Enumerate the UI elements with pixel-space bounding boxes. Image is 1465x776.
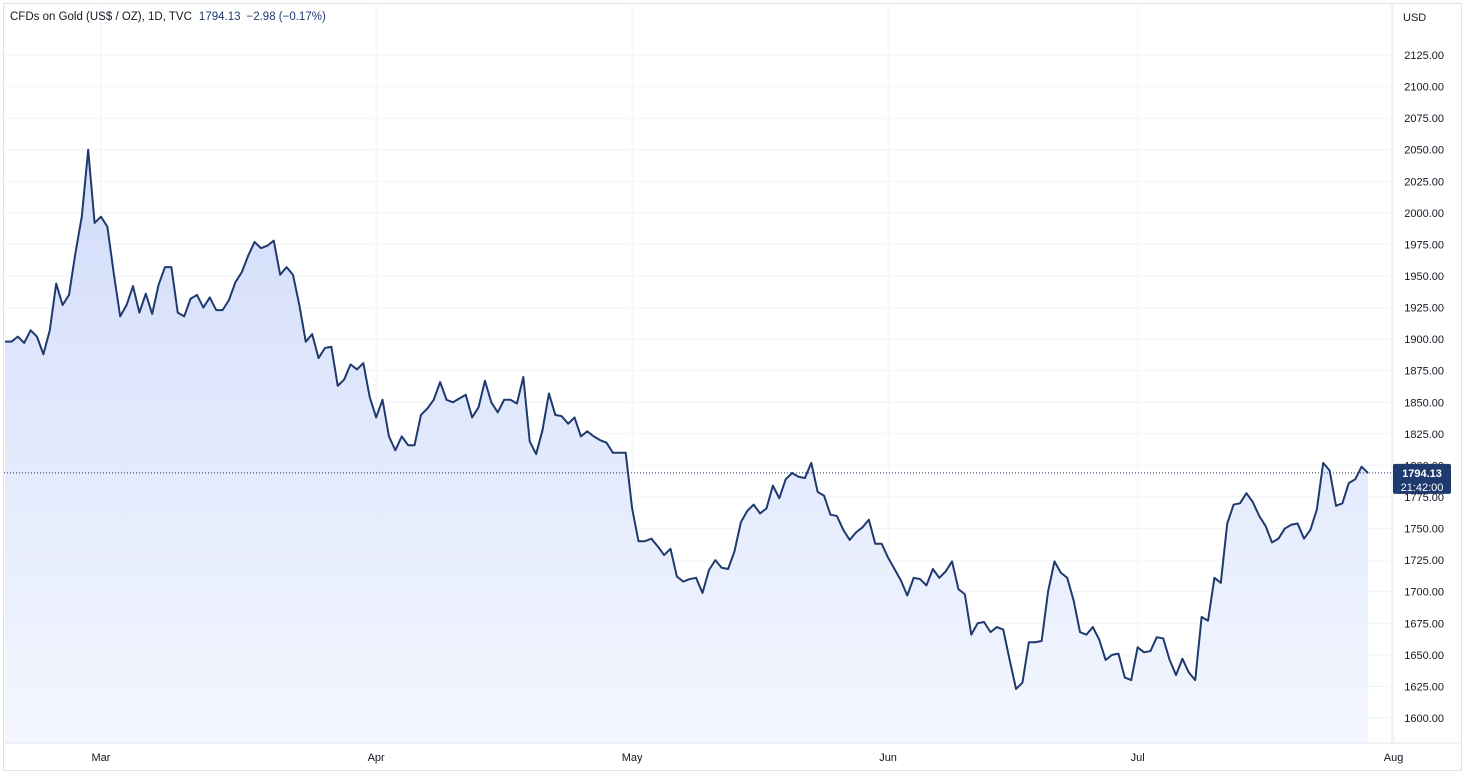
time-tick-label: Mar — [92, 752, 111, 764]
time-axis[interactable]: MarAprMayJunJulAugSepOctNovDec — [92, 752, 1465, 764]
price-tick-label: 1975.00 — [1404, 239, 1444, 251]
time-tick-label: Apr — [368, 752, 385, 764]
price-tick-label: 1625.00 — [1404, 681, 1444, 693]
price-tick-label: 2125.00 — [1404, 50, 1444, 62]
price-tick-label: 1750.00 — [1404, 524, 1444, 536]
price-axis[interactable]: 1600.00 1625.00 1650.00 1675.00 1700.00 1725.… — [1404, 50, 1444, 725]
legend-change: −2.98 (−0.17%) — [246, 11, 326, 23]
price-tick-label: 1650.00 — [1404, 650, 1444, 662]
price-tick-label: 1725.00 — [1404, 555, 1444, 567]
time-tick-label: Jul — [1131, 752, 1145, 764]
chart-frame — [3, 3, 1462, 771]
price-tick-label: 1925.00 — [1404, 303, 1444, 315]
price-tick-label: 1600.00 — [1404, 713, 1444, 725]
price-tick-label: 1700.00 — [1404, 587, 1444, 599]
price-area-fill — [5, 149, 1368, 743]
price-tick-label: 2075.00 — [1404, 113, 1444, 125]
last-price-tag-background — [1393, 463, 1451, 494]
symbol-legend[interactable]: CFDs on Gold (US$ / OZ), 1D, TVC 1794.13−… — [10, 11, 326, 23]
price-tick-label: 1825.00 — [1404, 429, 1444, 441]
last-price-tag: 1794.13 21:42:00 — [1393, 463, 1451, 494]
price-tick-label: 2000.00 — [1404, 208, 1444, 220]
time-tick-label: May — [622, 752, 643, 764]
price-tick-label: 1850.00 — [1404, 397, 1444, 409]
price-tick-label: 1950.00 — [1404, 271, 1444, 283]
symbol-title: CFDs on Gold (US$ / OZ), 1D, TVC — [10, 11, 192, 23]
price-line — [5, 148, 1369, 690]
price-tick-label: 1875.00 — [1404, 366, 1444, 378]
bar-countdown: 21:42:00 — [1401, 482, 1444, 494]
price-tick-label: 1675.00 — [1404, 618, 1444, 630]
price-tick-label: 1900.00 — [1404, 334, 1444, 346]
currency-label: USD — [1403, 12, 1427, 24]
price-tick-label: 2050.00 — [1404, 145, 1444, 157]
time-tick-label: Aug — [1384, 752, 1404, 764]
time-tick-label: Jun — [879, 752, 897, 764]
price-tick-label: 2025.00 — [1404, 176, 1444, 188]
price-tick-label: 1775.00 — [1404, 492, 1444, 504]
price-tick-label: 2100.00 — [1404, 82, 1444, 94]
legend-last-price: 1794.13 — [198, 11, 241, 23]
last-price-value: 1794.13 — [1402, 468, 1442, 480]
